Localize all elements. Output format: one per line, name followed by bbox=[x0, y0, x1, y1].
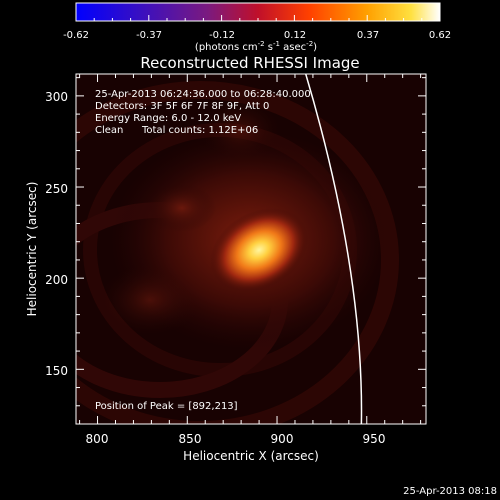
colorbar-tick-1: -0.37 bbox=[136, 30, 162, 41]
colorbar-tick-2: -0.12 bbox=[209, 30, 235, 41]
flare-source bbox=[210, 208, 308, 292]
x-tick-label-1: 850 bbox=[179, 432, 202, 446]
y-tick-label-0: 150 bbox=[45, 364, 68, 378]
annotation-peak: Position of Peak = [892,213] bbox=[95, 401, 238, 412]
heatmap-image bbox=[76, 74, 426, 424]
colorbar-tick-3: 0.12 bbox=[284, 30, 306, 41]
plot-frame bbox=[75, 73, 427, 425]
x-tick-label-0: 800 bbox=[86, 432, 109, 446]
colorbar-tick-4: 0.37 bbox=[357, 30, 379, 41]
axis-ticks bbox=[76, 74, 426, 424]
x-tick-label-2: 900 bbox=[271, 432, 294, 446]
annotation-total-counts: Total counts: 1.12E+06 bbox=[141, 125, 258, 136]
annotation-energy: Energy Range: 6.0 - 12.0 keV bbox=[95, 113, 241, 124]
annotation-clean: Clean bbox=[95, 125, 123, 136]
colorbar-ticks bbox=[75, 15, 441, 21]
x-axis-label: Heliocentric X (arcsec) bbox=[183, 449, 319, 463]
colorbar-tick-5: 0.62 bbox=[429, 30, 451, 41]
y-axis-label: Heliocentric Y (arcsec) bbox=[25, 182, 39, 317]
y-tick-label-1: 200 bbox=[45, 273, 68, 287]
x-tick-label-3: 950 bbox=[363, 432, 386, 446]
colorbar-label: (photons cm-2 s-1 asec-2) bbox=[195, 40, 317, 53]
chart-title: Reconstructed RHESSI Image bbox=[140, 54, 359, 72]
solar-limb-curve bbox=[305, 74, 363, 424]
annotation-time-range: 25-Apr-2013 06:24:36.000 to 06:28:40.000 bbox=[95, 89, 311, 100]
timestamp: 25-Apr-2013 08:18 bbox=[403, 486, 497, 497]
colorbar-tick-0: -0.62 bbox=[63, 30, 89, 41]
annotation-detectors: Detectors: 3F 5F 6F 7F 8F 9F, Att 0 bbox=[95, 101, 269, 112]
y-tick-label-3: 300 bbox=[45, 90, 68, 104]
y-tick-label-2: 250 bbox=[45, 182, 68, 196]
